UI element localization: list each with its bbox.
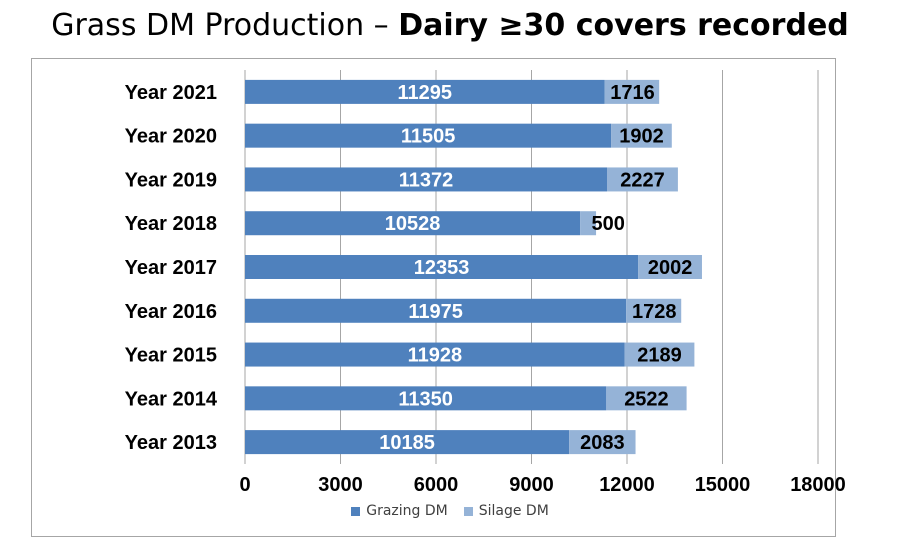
data-label-grazing-dm: 11350 [398, 388, 453, 410]
bar-silage-dm [580, 211, 597, 236]
x-tick-label: 9000 [509, 474, 554, 496]
category-label: Year 2014 [125, 388, 218, 410]
bar-grazing-dm [245, 123, 612, 148]
legend-swatch-grazing [351, 506, 361, 516]
category-label: Year 2018 [125, 213, 217, 235]
x-tick-label: 6000 [414, 474, 459, 496]
bar-grazing-dm [245, 298, 627, 323]
x-tick-label: 18000 [790, 474, 846, 496]
data-label-grazing-dm: 11505 [401, 126, 456, 148]
bar-grazing-dm [245, 255, 639, 279]
bar-grazing-dm [245, 430, 570, 455]
legend-label-grazing: Grazing DM [366, 503, 448, 519]
bar-grazing-dm [245, 386, 607, 411]
x-tick-label: 12000 [599, 474, 655, 496]
data-label-silage-dm: 2002 [648, 257, 693, 279]
data-label-grazing-dm: 12353 [414, 257, 470, 279]
data-label-grazing-dm: 11295 [398, 82, 453, 104]
data-label-silage-dm: 1902 [619, 126, 664, 148]
bar-silage-dm [638, 255, 702, 279]
category-label: Year 2019 [125, 169, 217, 191]
bar-silage-dm [626, 298, 682, 323]
bar-silage-dm [604, 79, 660, 104]
chart-frame [31, 58, 836, 537]
chart-title-bold: Dairy ≥30 covers recorded [398, 8, 849, 43]
legend-label-silage: Silage DM [478, 503, 549, 519]
x-tick-label: 0 [239, 474, 250, 496]
bar-grazing-dm [245, 79, 605, 104]
bar-grazing-dm [245, 167, 608, 192]
data-label-grazing-dm: 11372 [399, 169, 454, 191]
data-label-silage-dm: 2227 [620, 169, 665, 191]
x-tick-label: 15000 [695, 474, 751, 496]
category-label: Year 2020 [125, 126, 217, 148]
bar-silage-dm [569, 430, 636, 455]
data-label-silage-dm: 1716 [610, 82, 655, 104]
x-tick-label: 3000 [318, 474, 363, 496]
legend-swatch-silage [463, 506, 473, 516]
data-label-grazing-dm: 10528 [385, 213, 441, 235]
legend-item-grazing: Grazing DM [351, 503, 448, 519]
data-label-silage-dm: 2083 [580, 432, 625, 454]
legend-item-silage: Silage DM [463, 503, 549, 519]
data-label-grazing-dm: 10185 [379, 432, 435, 454]
data-label-silage-dm: 2189 [637, 345, 682, 367]
bar-silage-dm [611, 123, 672, 148]
data-label-grazing-dm: 11928 [408, 345, 463, 367]
data-label-silage-dm: 500 [591, 213, 624, 235]
category-label: Year 2017 [125, 257, 217, 279]
category-label: Year 2021 [125, 82, 217, 104]
data-label-silage-dm: 1728 [632, 301, 677, 323]
bar-silage-dm [606, 386, 687, 411]
data-label-silage-dm: 2522 [624, 388, 669, 410]
chart-title: Grass DM Production – Dairy ≥30 covers r… [0, 8, 900, 43]
chart-title-prefix: Grass DM Production – [51, 8, 399, 43]
category-label: Year 2016 [125, 301, 217, 323]
bar-silage-dm [624, 342, 695, 367]
category-label: Year 2013 [125, 432, 217, 454]
legend: Grazing DM Silage DM [0, 503, 900, 519]
category-label: Year 2015 [125, 345, 217, 367]
bar-grazing-dm [245, 211, 581, 236]
bar-grazing-dm [245, 342, 625, 367]
data-label-grazing-dm: 11975 [408, 301, 463, 323]
bar-silage-dm [607, 167, 678, 192]
